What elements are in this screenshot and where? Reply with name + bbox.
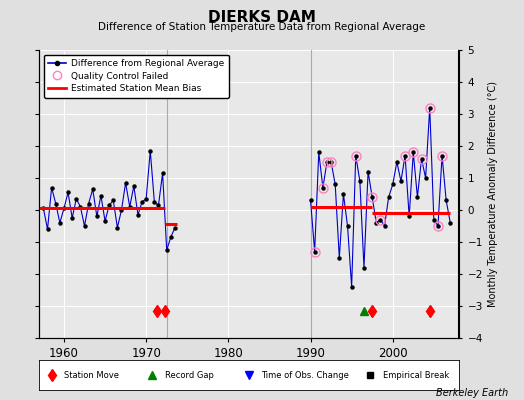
Text: Record Gap: Record Gap [165,370,214,380]
Text: Time of Obs. Change: Time of Obs. Change [261,370,350,380]
Text: Berkeley Earth: Berkeley Earth [436,388,508,398]
Text: DIERKS DAM: DIERKS DAM [208,10,316,25]
Text: Empirical Break: Empirical Break [383,370,449,380]
Text: Station Move: Station Move [64,370,119,380]
Legend: Difference from Regional Average, Quality Control Failed, Estimated Station Mean: Difference from Regional Average, Qualit… [44,54,228,98]
Text: Difference of Station Temperature Data from Regional Average: Difference of Station Temperature Data f… [99,22,425,32]
Y-axis label: Monthly Temperature Anomaly Difference (°C): Monthly Temperature Anomaly Difference (… [488,81,498,307]
